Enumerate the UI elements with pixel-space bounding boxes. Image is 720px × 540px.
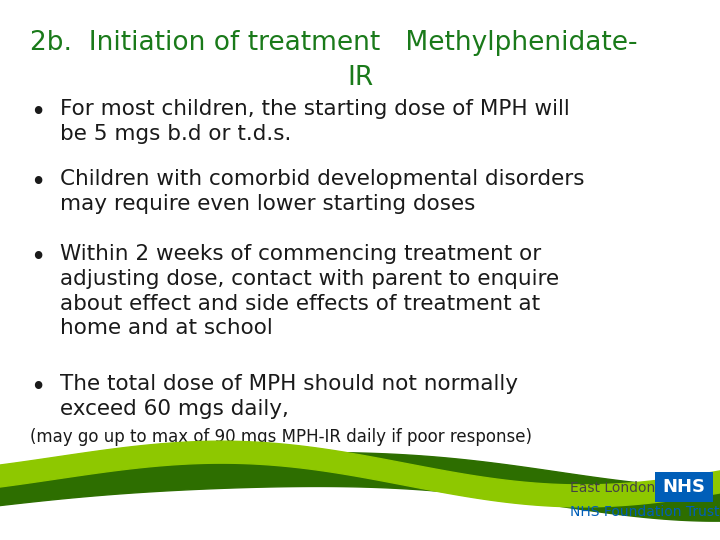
Text: Children with comorbid developmental disorders
may require even lower starting d: Children with comorbid developmental dis…: [60, 169, 585, 214]
Text: East London: East London: [570, 481, 655, 495]
Text: For most children, the starting dose of MPH will
be 5 mgs b.d or t.d.s.: For most children, the starting dose of …: [60, 99, 570, 144]
Text: 2b.  Initiation of treatment   Methylphenidate-: 2b. Initiation of treatment Methylphenid…: [30, 30, 637, 56]
Text: NHS: NHS: [662, 478, 706, 496]
Text: •: •: [30, 100, 45, 126]
Text: NHS Foundation Trust: NHS Foundation Trust: [570, 505, 719, 519]
Text: •: •: [30, 375, 45, 401]
Text: IR: IR: [347, 65, 373, 91]
Text: (may go up to max of 90 mgs MPH-IR daily if poor response): (may go up to max of 90 mgs MPH-IR daily…: [30, 428, 532, 446]
Text: •: •: [30, 245, 45, 271]
Text: •: •: [30, 170, 45, 196]
Text: Within 2 weeks of commencing treatment or
adjusting dose, contact with parent to: Within 2 weeks of commencing treatment o…: [60, 244, 559, 339]
Text: The total dose of MPH should not normally
exceed 60 mgs daily,: The total dose of MPH should not normall…: [60, 374, 518, 419]
FancyBboxPatch shape: [655, 472, 713, 502]
